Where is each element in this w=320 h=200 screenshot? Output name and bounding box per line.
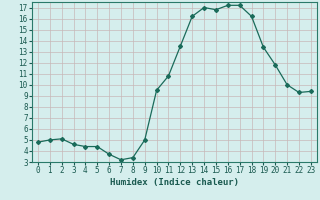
- X-axis label: Humidex (Indice chaleur): Humidex (Indice chaleur): [110, 178, 239, 187]
